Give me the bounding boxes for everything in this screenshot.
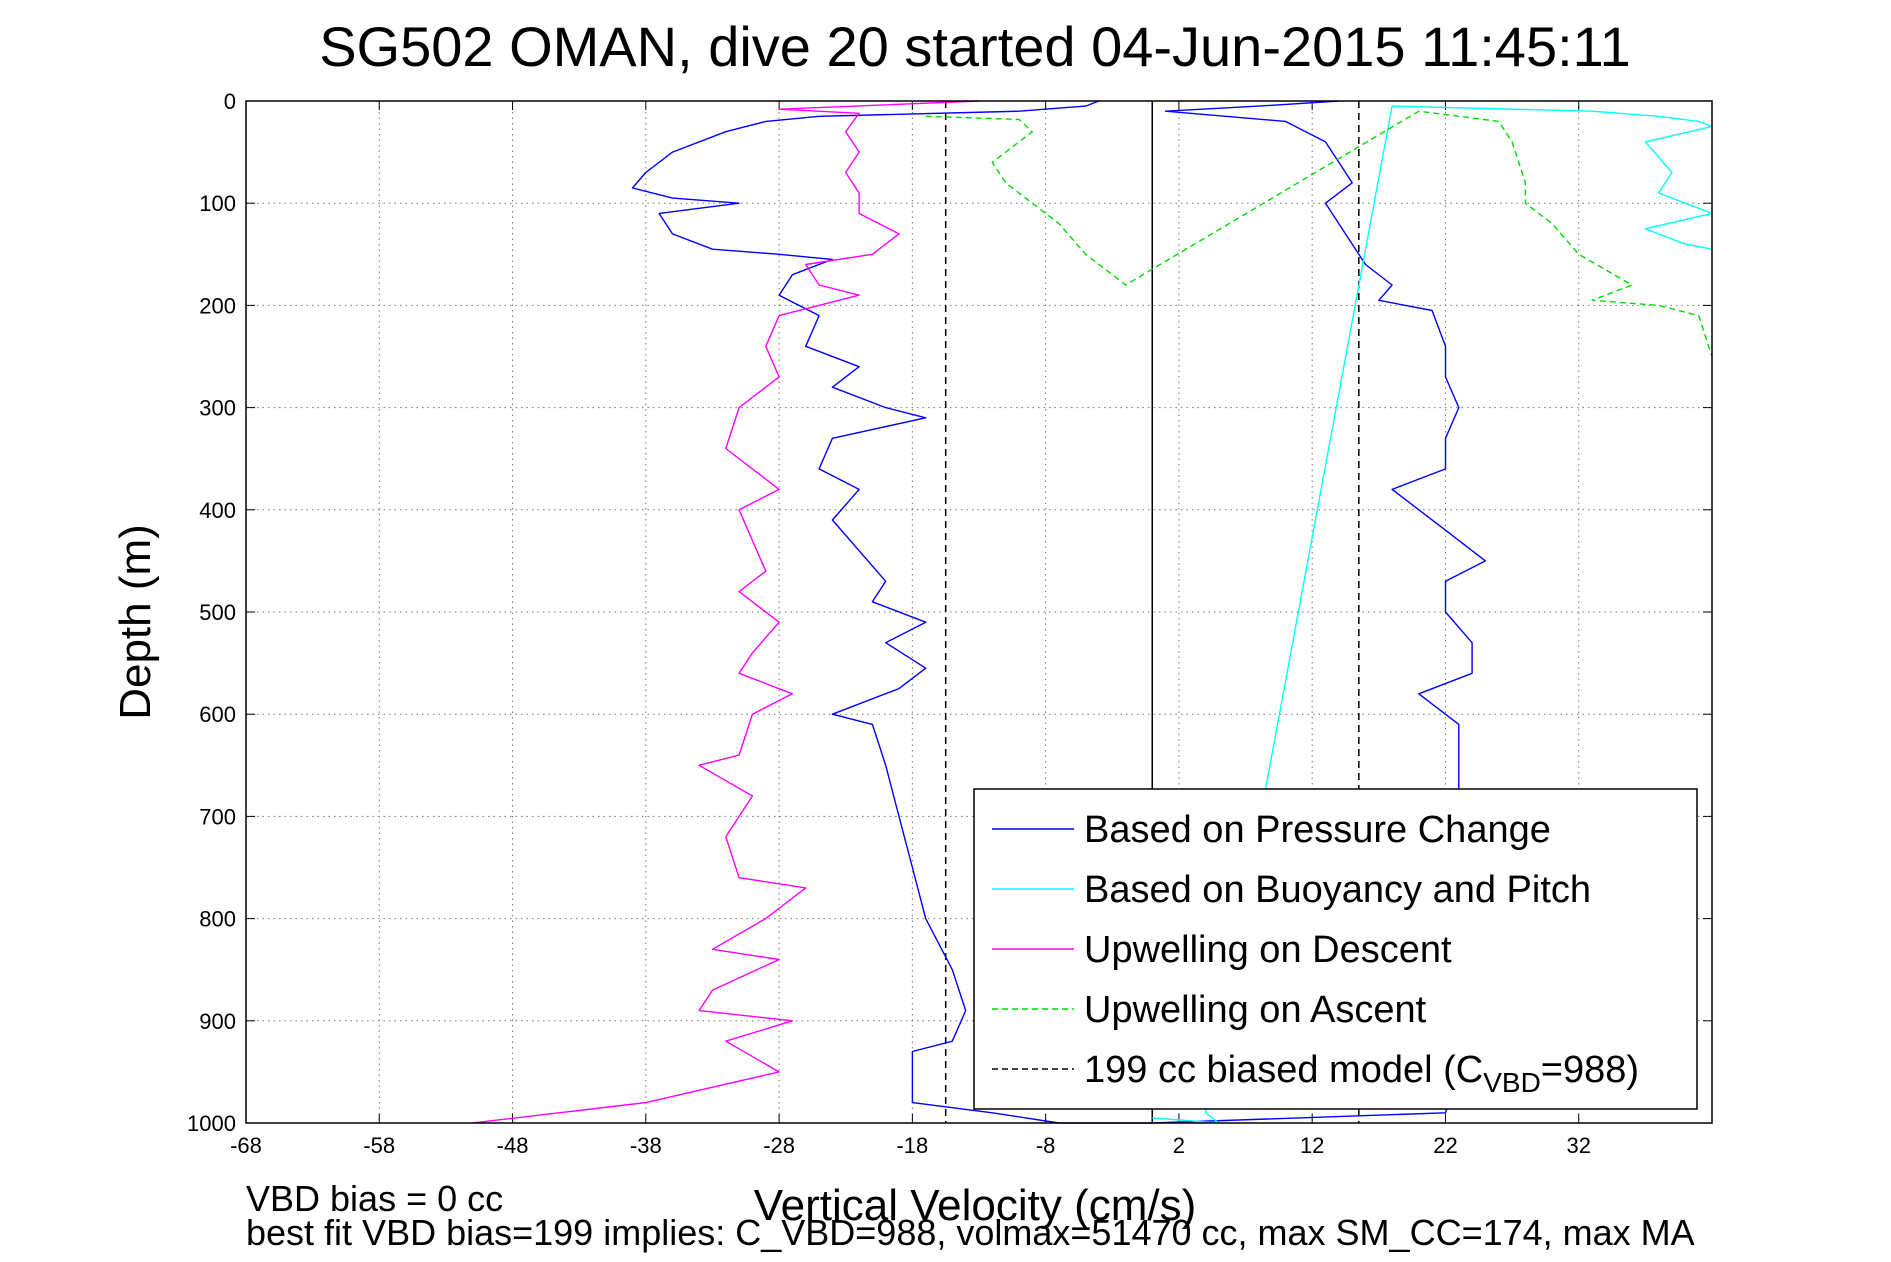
x-tick-label: -28 (763, 1133, 795, 1158)
x-tick-label: 12 (1300, 1133, 1324, 1158)
legend-label: Upwelling on Descent (1084, 929, 1452, 971)
y-tick-label: 300 (199, 396, 236, 421)
chart-title: SG502 OMAN, dive 20 started 04-Jun-2015 … (319, 15, 1631, 78)
x-tick-label: 2 (1173, 1133, 1185, 1158)
x-tick-label: 22 (1433, 1133, 1457, 1158)
y-tick-label: 900 (199, 1009, 236, 1034)
plot-frame (245, 100, 1713, 1124)
x-tick-label: -18 (896, 1133, 928, 1158)
y-tick-label: 700 (199, 804, 236, 829)
x-tick-label: -58 (363, 1133, 395, 1158)
series-upwelling-on-descent (472, 100, 980, 1124)
legend: Based on Pressure Change Based on Buoyanc… (973, 788, 1698, 1110)
y-tick-label: 600 (199, 702, 236, 727)
series-based-on-pressure-change (631, 100, 1487, 1124)
y-tick-label: 0 (224, 89, 236, 114)
y-tick-label: 1000 (187, 1111, 236, 1136)
y-tick-label: 200 (199, 293, 236, 318)
legend-box (973, 788, 1698, 1110)
legend-label: 199 cc biased model (CVBD=988) (1084, 1049, 1639, 1098)
x-tick-label: -8 (1036, 1133, 1056, 1158)
x-tick-label: 32 (1566, 1133, 1590, 1158)
y-tick-labels: 0 100 200 300 400 500 600 700 800 900 1000 (187, 89, 236, 1136)
legend-label: Based on Buoyancy and Pitch (1084, 869, 1591, 911)
x-tick-label: -48 (497, 1133, 529, 1158)
legend-label: Based on Pressure Change (1084, 809, 1551, 851)
y-tick-label: 100 (199, 191, 236, 216)
x-axis-label: Vertical Velocity (cm/s) (754, 1181, 1197, 1230)
series-upwelling-on-ascent (925, 110, 1713, 357)
y-tick-label: 400 (199, 498, 236, 523)
legend-label: Upwelling on Ascent (1084, 989, 1427, 1031)
x-tick-label: -38 (630, 1133, 662, 1158)
y-tick-label: 800 (199, 907, 236, 932)
y-tick-label: 500 (199, 600, 236, 625)
x-tick-labels: -68 -58 -48 -38 -28 -18 -8 2 12 22 32 (230, 1133, 1591, 1158)
footer-line-2: best fit VBD bias=199 implies: C_VBD=988… (246, 1212, 1695, 1253)
y-axis-label: Depth (m) (111, 524, 160, 720)
x-tick-label: -68 (230, 1133, 262, 1158)
footer-line-1: VBD bias = 0 cc (246, 1178, 503, 1219)
